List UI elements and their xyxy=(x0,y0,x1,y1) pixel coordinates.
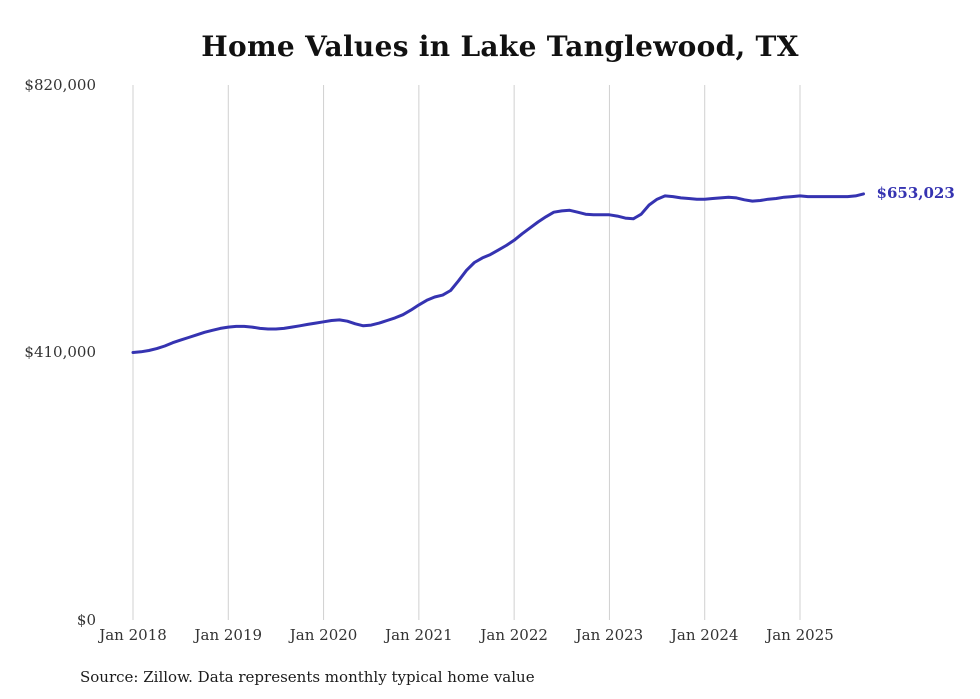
y-tick-label-top: $820,000 xyxy=(24,76,96,94)
y-tick-label-zero: $0 xyxy=(76,611,96,629)
home-value-line xyxy=(131,192,865,354)
chart-title: Home Values in Lake Tanglewood, TX xyxy=(201,30,799,63)
end-value-label: $653,023 xyxy=(876,183,955,202)
y-tick-label-mid: $410,000 xyxy=(24,343,96,361)
source-note: Source: Zillow. Data represents monthly … xyxy=(80,668,535,686)
